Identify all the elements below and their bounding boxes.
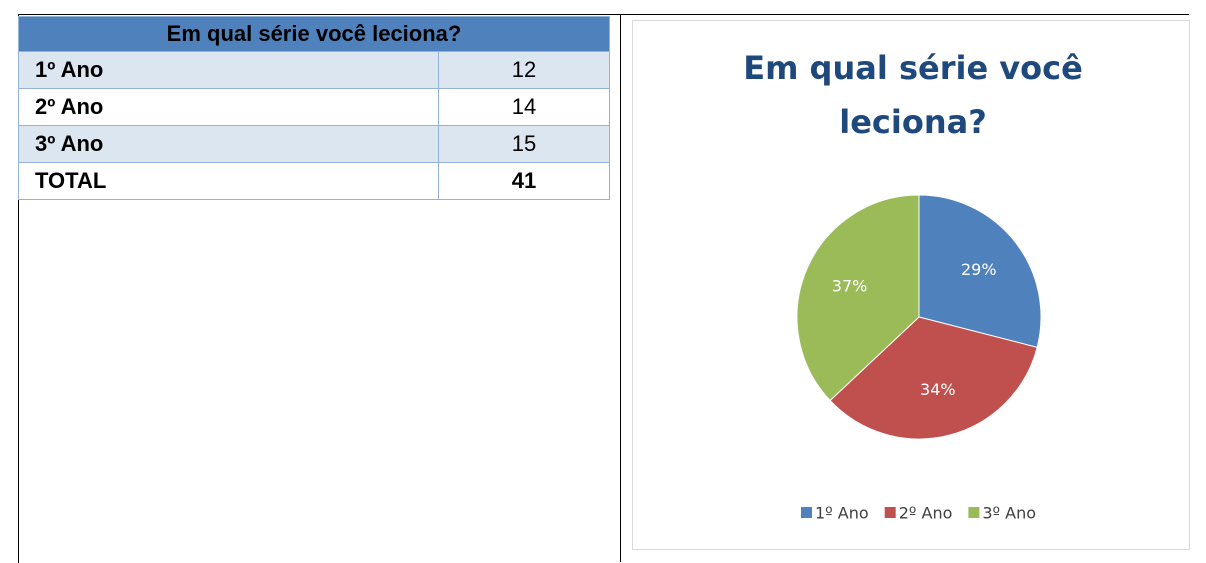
table-row: TOTAL 41 (18, 162, 610, 200)
table-row: 2º Ano 14 (18, 88, 610, 126)
cell-value: 41 (438, 162, 610, 200)
cell-label: 2º Ano (18, 88, 439, 126)
cell-label: 1º Ano (18, 51, 439, 89)
cell-value: 14 (438, 88, 610, 126)
data-label: 34% (920, 380, 956, 399)
chart-box: Em qual série você leciona? 29% 34% 37% 1º … (632, 20, 1190, 550)
table-row: 1º Ano 12 (18, 51, 610, 89)
legend-label: 3º Ano (982, 504, 1036, 523)
data-label: 37% (832, 276, 868, 295)
divider (620, 14, 621, 562)
table-row: 3º Ano 15 (18, 125, 610, 163)
table-title: Em qual série você leciona? (18, 16, 610, 52)
legend-label: 2º Ano (899, 504, 953, 523)
legend-swatch (968, 507, 980, 518)
cell-value: 12 (438, 51, 610, 89)
frame (18, 14, 1189, 563)
legend-label: 1º Ano (815, 504, 869, 523)
pie-slice (918, 194, 1042, 348)
pie-slice (796, 194, 920, 402)
data-table: Em qual série você leciona? 1º Ano 12 2º A… (18, 16, 610, 200)
cell-value: 15 (438, 125, 610, 163)
chart-title: Em qual série você leciona? (743, 49, 1083, 141)
legend-swatch (801, 507, 812, 518)
legend-swatch (884, 507, 896, 518)
pie-slice (829, 316, 1038, 440)
cell-label: 3º Ano (18, 125, 439, 163)
cell-label: TOTAL (18, 162, 439, 200)
data-label: 29% (961, 260, 997, 279)
chart: 29% 34% 37% 1º Ano 2º Ano 3º Ano (796, 194, 1042, 523)
